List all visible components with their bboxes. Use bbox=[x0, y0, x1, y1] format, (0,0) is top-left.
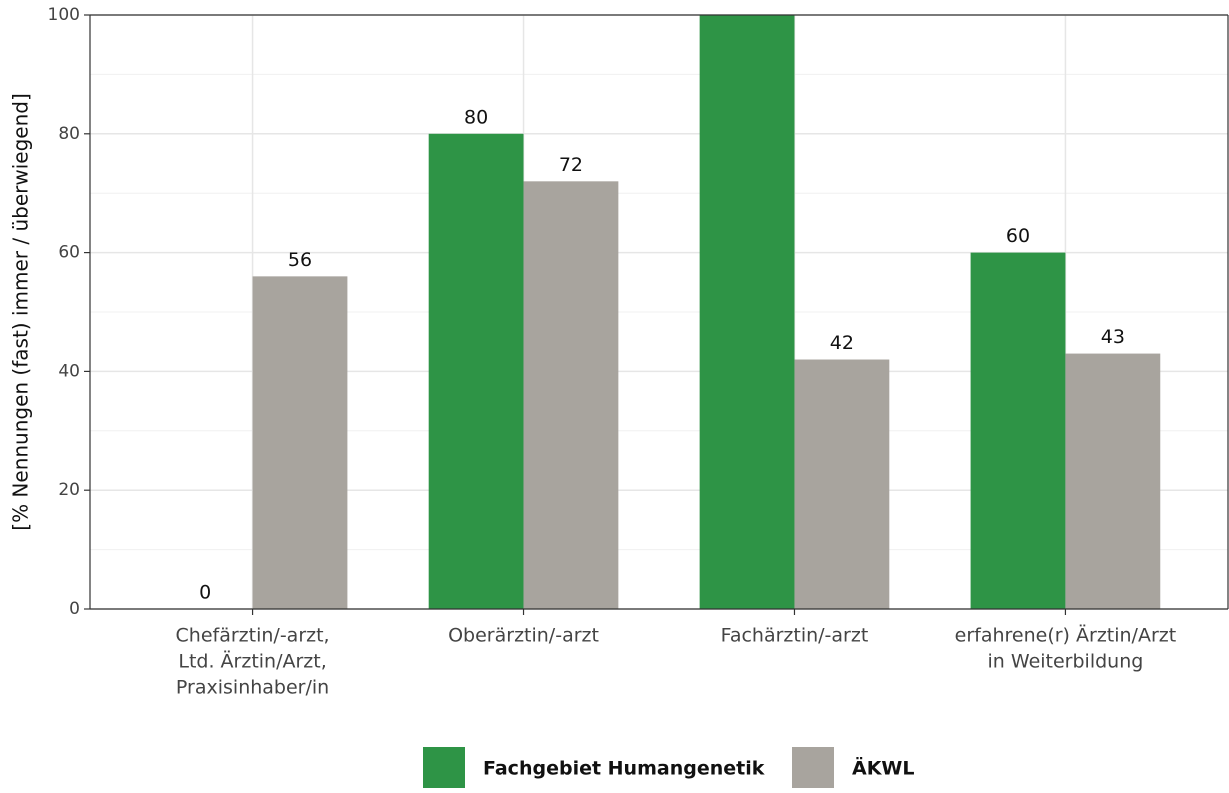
y-tick-label: 80 bbox=[58, 124, 80, 144]
y-tick-label: 20 bbox=[58, 480, 80, 500]
legend-label: Fachgebiet Humangenetik bbox=[483, 758, 765, 780]
bar bbox=[970, 252, 1066, 609]
y-tick-label: 60 bbox=[58, 243, 80, 263]
data-label: 42 bbox=[830, 332, 854, 354]
x-tick-label: Chefärztin/-arzt, bbox=[176, 625, 330, 647]
y-axis-title: [% Nennungen (fast) immer / überwiegend] bbox=[9, 93, 33, 530]
x-tick-label: Praxisinhaber/in bbox=[176, 677, 329, 699]
bar bbox=[523, 181, 619, 609]
bar bbox=[252, 276, 348, 609]
x-tick-label: in Weiterbildung bbox=[988, 651, 1144, 673]
data-label: 60 bbox=[1006, 225, 1030, 247]
data-label: 56 bbox=[288, 249, 312, 271]
x-tick-label: erfahrene(r) Ärztin/Arzt bbox=[955, 624, 1177, 647]
bar bbox=[794, 359, 890, 609]
data-label: 80 bbox=[464, 106, 488, 128]
x-tick-label: Ltd. Ärztin/Arzt, bbox=[178, 650, 326, 673]
y-tick-label: 40 bbox=[58, 361, 80, 381]
legend-swatch bbox=[423, 747, 465, 788]
y-tick-label: 100 bbox=[48, 5, 80, 25]
bar bbox=[1065, 353, 1161, 609]
bar bbox=[699, 15, 795, 609]
data-label: 72 bbox=[559, 154, 583, 176]
x-tick-label: Fachärztin/-arzt bbox=[721, 625, 869, 647]
legend-label: ÄKWL bbox=[852, 756, 915, 780]
x-tick-label: Oberärztin/-arzt bbox=[448, 625, 599, 647]
data-label: 0 bbox=[199, 582, 211, 604]
bar bbox=[428, 133, 524, 610]
y-tick-label: 0 bbox=[69, 599, 80, 619]
legend-swatch bbox=[792, 747, 834, 788]
data-label: 43 bbox=[1101, 326, 1125, 348]
